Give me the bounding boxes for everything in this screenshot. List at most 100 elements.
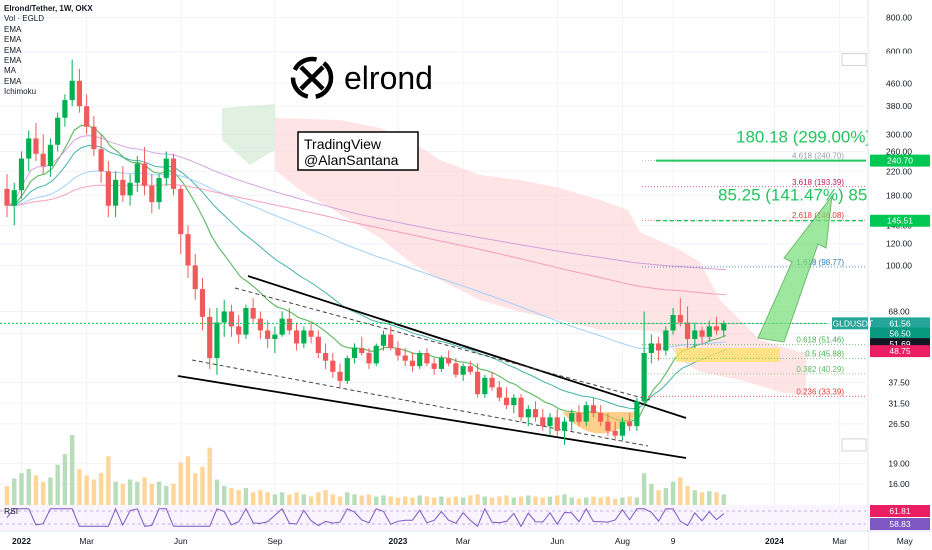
- wedge-dashed-lower[interactable]: [191, 359, 649, 447]
- candle-body[interactable]: [156, 178, 162, 203]
- candle-body[interactable]: [496, 387, 502, 398]
- candle-body[interactable]: [265, 330, 271, 339]
- candle-body[interactable]: [366, 353, 372, 364]
- candle-body[interactable]: [308, 330, 314, 337]
- candle-body[interactable]: [532, 409, 539, 418]
- candle-body[interactable]: [351, 348, 358, 359]
- candle-body[interactable]: [40, 153, 46, 167]
- candle-body[interactable]: [141, 163, 148, 186]
- candle-body[interactable]: [373, 345, 379, 364]
- candle-body[interactable]: [648, 343, 654, 354]
- candle-body[interactable]: [677, 315, 683, 323]
- candle-body[interactable]: [576, 413, 582, 422]
- candle-body[interactable]: [721, 323, 727, 331]
- price-badge[interactable]: [870, 53, 930, 66]
- candle-body[interactable]: [26, 138, 32, 159]
- candle-body[interactable]: [134, 163, 140, 183]
- candle-body[interactable]: [482, 377, 488, 395]
- price-badge[interactable]: [870, 154, 930, 167]
- candle-body[interactable]: [692, 330, 698, 339]
- candle-body[interactable]: [525, 409, 531, 418]
- volume-indicator-label[interactable]: Vol · EGLD: [4, 14, 45, 24]
- candle-body[interactable]: [641, 353, 647, 402]
- candle-body[interactable]: [250, 307, 256, 319]
- candle-body[interactable]: [11, 190, 17, 206]
- candle-body[interactable]: [460, 366, 466, 375]
- candle-body[interactable]: [627, 421, 633, 427]
- candle-body[interactable]: [228, 311, 235, 327]
- candle-body[interactable]: [446, 358, 452, 364]
- candle-body[interactable]: [569, 413, 575, 422]
- candle-body[interactable]: [315, 336, 321, 354]
- candle-body[interactable]: [540, 417, 546, 427]
- candle-body[interactable]: [475, 371, 481, 395]
- indicator-label[interactable]: EMA: [4, 76, 22, 86]
- candle-body[interactable]: [656, 343, 662, 351]
- candle-body[interactable]: [561, 421, 568, 431]
- candle-body[interactable]: [163, 158, 169, 179]
- symbol-title[interactable]: Elrond/Tether, 1W, OKX: [4, 4, 93, 13]
- candle-body[interactable]: [554, 417, 560, 431]
- indicator-label[interactable]: EMA: [4, 56, 22, 66]
- projection-arrow[interactable]: [757, 194, 833, 343]
- candle-body[interactable]: [518, 397, 524, 418]
- candle-body[interactable]: [272, 334, 278, 339]
- candle-body[interactable]: [605, 421, 611, 431]
- candle-body[interactable]: [236, 326, 242, 335]
- indicator-label[interactable]: MA: [4, 66, 16, 76]
- candle-body[interactable]: [388, 334, 394, 349]
- candle-body[interactable]: [590, 405, 597, 414]
- wedge-lower-line[interactable]: [177, 375, 687, 459]
- candle-body[interactable]: [467, 366, 473, 372]
- candle-body[interactable]: [670, 315, 676, 331]
- candle-body[interactable]: [699, 330, 705, 337]
- candle-body[interactable]: [127, 182, 133, 196]
- candle-body[interactable]: [192, 265, 198, 290]
- candle-body[interactable]: [170, 158, 177, 189]
- price-badge[interactable]: [870, 438, 930, 451]
- candle-body[interactable]: [47, 144, 54, 167]
- indicator-label[interactable]: Ichimoku: [4, 87, 37, 97]
- candle-body[interactable]: [438, 358, 444, 369]
- indicator-label[interactable]: EMA: [4, 45, 22, 55]
- candle-body[interactable]: [69, 80, 75, 101]
- candle-body[interactable]: [105, 171, 111, 206]
- price-badge[interactable]: [870, 317, 930, 330]
- candle-body[interactable]: [178, 188, 184, 235]
- candle-body[interactable]: [619, 421, 625, 436]
- price-badge[interactable]: [870, 345, 930, 358]
- candle-body[interactable]: [18, 158, 25, 191]
- candle-body[interactable]: [503, 397, 510, 406]
- candle-body[interactable]: [113, 179, 119, 206]
- candle-body[interactable]: [98, 149, 104, 172]
- candle-body[interactable]: [380, 334, 387, 346]
- candle-body[interactable]: [286, 318, 292, 331]
- candle-body[interactable]: [706, 326, 712, 337]
- candle-body[interactable]: [663, 330, 669, 351]
- candle-body[interactable]: [257, 318, 263, 331]
- candle-body[interactable]: [149, 185, 155, 203]
- candle-body[interactable]: [402, 355, 408, 361]
- candle-body[interactable]: [417, 353, 423, 367]
- candle-body[interactable]: [4, 188, 10, 206]
- candle-body[interactable]: [634, 401, 640, 427]
- candle-body[interactable]: [185, 234, 191, 266]
- indicator-label[interactable]: EMA: [4, 35, 22, 45]
- candle-body[interactable]: [359, 348, 365, 354]
- candle-body[interactable]: [243, 307, 249, 335]
- candle-body[interactable]: [612, 430, 618, 436]
- candle-body[interactable]: [431, 363, 437, 369]
- candle-body[interactable]: [395, 348, 401, 356]
- candle-body[interactable]: [91, 126, 97, 150]
- candle-body[interactable]: [344, 358, 350, 381]
- candle-body[interactable]: [337, 371, 343, 381]
- candle-body[interactable]: [214, 322, 220, 359]
- candle-body[interactable]: [598, 413, 604, 422]
- candle-body[interactable]: [453, 363, 459, 375]
- candle-body[interactable]: [424, 353, 430, 364]
- candle-body[interactable]: [207, 316, 213, 359]
- candle-body[interactable]: [713, 326, 720, 331]
- candle-body[interactable]: [489, 377, 495, 388]
- price-badge[interactable]: [870, 327, 930, 340]
- candle-body[interactable]: [409, 360, 416, 367]
